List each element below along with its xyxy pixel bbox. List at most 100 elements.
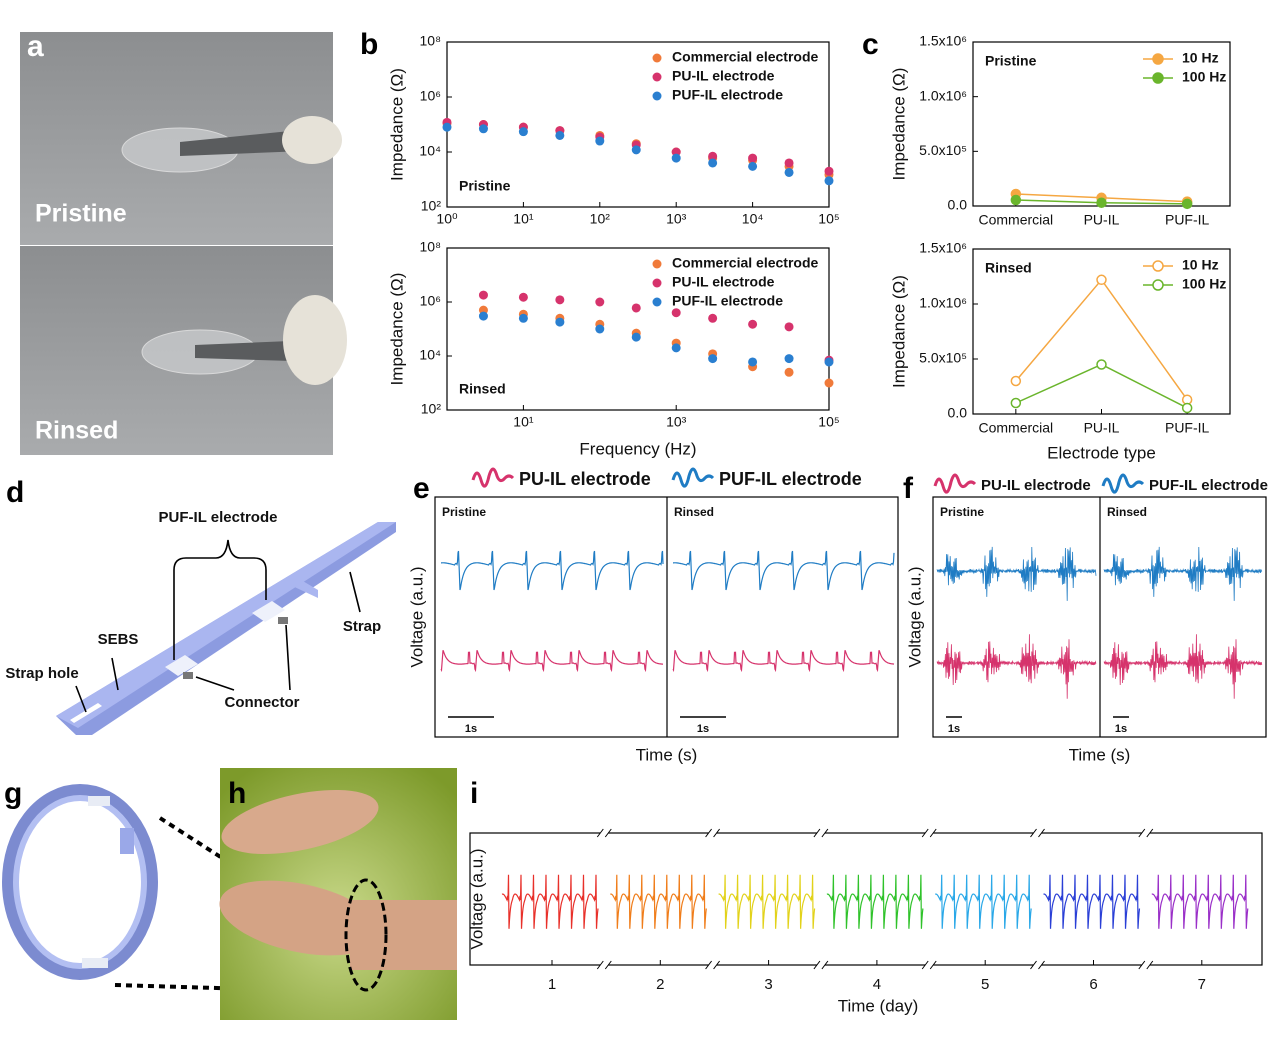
axis-break <box>921 960 929 970</box>
data-point <box>631 145 641 155</box>
data-point <box>748 161 758 171</box>
axis-label: Impedance (Ω) <box>387 68 406 181</box>
data-point <box>1096 274 1107 286</box>
panel-label: b <box>360 28 378 61</box>
legend-label: Commercial electrode <box>672 255 818 271</box>
data-point <box>824 378 834 388</box>
annotation: Pristine <box>985 53 1037 69</box>
legend-icon <box>933 473 977 494</box>
x-axis-label: Time (s) <box>1069 745 1131 764</box>
data-point <box>784 354 794 364</box>
data-point <box>784 322 794 332</box>
axis-break <box>1038 828 1045 838</box>
data-point <box>708 313 718 323</box>
y-tick-label: 10⁴ <box>419 347 441 363</box>
x-tick-label: 7 <box>1198 976 1206 993</box>
data-point <box>595 136 605 146</box>
x-tick-label: 1 <box>548 976 556 993</box>
x-tick-label: 2 <box>656 976 664 993</box>
data-point <box>555 295 565 305</box>
data-point <box>518 127 528 137</box>
x-tick-label: 10⁵ <box>818 414 839 430</box>
series-line <box>1015 363 1188 409</box>
panel-label: c <box>862 28 879 61</box>
y-tick-label: 10² <box>421 401 442 417</box>
legend-label: PU-IL electrode <box>519 469 651 489</box>
data-point <box>595 297 605 307</box>
axis-break <box>929 960 937 970</box>
axis-break <box>596 828 604 838</box>
x-tick-label: 6 <box>1089 976 1097 993</box>
y-tick-label: 10⁸ <box>420 239 442 255</box>
photo-a <box>20 32 347 455</box>
axis-label: Impedance (Ω) <box>387 273 406 386</box>
x-tick-label: 3 <box>764 976 772 993</box>
x-tick-label: PU-IL <box>1084 420 1120 436</box>
x-tick-label: PU-IL <box>1084 212 1120 228</box>
legend-marker <box>652 72 662 82</box>
y-tick-label: 10⁴ <box>419 143 441 159</box>
waveform <box>672 650 895 673</box>
data-point <box>824 176 834 186</box>
legend-label: PUF-IL electrode <box>719 469 862 489</box>
annotation: Rinsed <box>985 260 1032 276</box>
legend-marker <box>652 53 662 63</box>
legend-marker <box>652 259 662 269</box>
data-point <box>784 158 794 168</box>
legend-label: 100 Hz <box>1182 276 1226 292</box>
data-point <box>671 153 681 163</box>
data-point <box>784 167 794 177</box>
legend-marker <box>1152 279 1164 291</box>
data-point <box>1096 197 1107 208</box>
legend-label: 100 Hz <box>1182 69 1226 85</box>
legend-icon <box>1101 473 1145 494</box>
axis-break <box>1030 960 1037 970</box>
axis-break-gap <box>816 830 825 836</box>
data-point <box>1010 375 1022 387</box>
waveform <box>1103 546 1263 601</box>
legend-label: PU-IL electrode <box>672 274 775 290</box>
x-tick-label: Commercial <box>978 212 1053 228</box>
waveform <box>501 874 599 929</box>
axis-break <box>1146 828 1154 838</box>
segment-label: Rinsed <box>1107 505 1147 519</box>
waveform <box>936 634 1097 699</box>
x-tick-label: 5 <box>981 976 989 993</box>
axis-label: Voltage (a.u.) <box>407 566 426 667</box>
y-tick-label: 5.0x10⁵ <box>919 142 967 158</box>
axis-break-gap <box>1141 830 1150 836</box>
data-point <box>824 357 834 367</box>
data-point <box>748 319 758 329</box>
legend-label: PU-IL electrode <box>672 68 775 84</box>
legend-label: PU-IL electrode <box>981 477 1091 494</box>
legend-icon <box>671 467 715 488</box>
x-tick-label: 4 <box>873 976 881 993</box>
plot-frame <box>446 247 830 411</box>
axis-break-gap <box>925 830 934 836</box>
data-point <box>555 317 565 327</box>
scale-bar-label: 1s <box>948 723 960 735</box>
data-point <box>631 332 641 342</box>
x-tick-label: 10⁰ <box>436 211 458 227</box>
legend-label: PUF-IL electrode <box>672 87 783 103</box>
x-tick-label: 10¹ <box>513 211 534 227</box>
y-tick-label: 10² <box>421 198 442 214</box>
axis-break-gap <box>1033 962 1042 968</box>
x-tick-label: 10⁴ <box>742 211 764 227</box>
data-point <box>784 367 794 377</box>
x-tick-label: 10³ <box>666 211 687 227</box>
axis-break-gap <box>600 962 609 968</box>
axis-break-gap <box>600 830 609 836</box>
x-tick-label: 10³ <box>666 414 687 430</box>
axis-label: Voltage (a.u.) <box>467 848 486 949</box>
waveform <box>673 550 895 591</box>
legend-label: PUF-IL electrode <box>672 293 783 309</box>
x-tick-label: 10² <box>590 211 611 227</box>
data-point <box>595 324 605 334</box>
waveform <box>610 874 707 929</box>
data-point <box>555 130 565 140</box>
waveform <box>1103 634 1263 699</box>
axis-break <box>705 828 712 838</box>
diagram-label: Strap <box>343 618 381 635</box>
photo-label: Pristine <box>35 200 127 228</box>
